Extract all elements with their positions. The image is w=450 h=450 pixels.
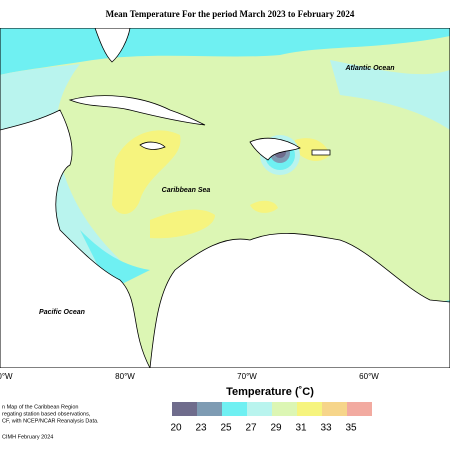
legend-swatch [347,402,372,416]
longitude-label: 70°W [237,372,257,381]
legend-swatch [272,402,297,416]
legend-swatch [247,402,272,416]
cool-band [330,60,450,130]
footer-text: CF, with NCEP/NCAR Reanalysis Data. [2,418,99,424]
title: Mean Temperature For the period March 20… [106,9,355,19]
warm-patch [112,130,181,215]
warm-band [80,230,150,290]
legend-swatch [297,402,322,416]
legend-swatch [172,402,197,416]
legend-label: 25 [220,423,232,434]
footer-text: n Map of the Caribbean Region [2,404,78,410]
map: Atlantic Ocean Caribbean Sea Pacific Oce… [0,28,450,381]
legend-label: 20 [170,423,182,434]
legend-swatch [222,402,247,416]
warm-patch [150,209,215,239]
legend-label: 27 [245,423,257,434]
longitude-label: 60°W [359,372,379,381]
longitude-label: 80°W [115,372,135,381]
legend-label: 35 [345,423,357,434]
puerto-rico [311,149,331,156]
legend-title: Temperature (˚C) [226,386,314,398]
legend-label: 33 [320,423,332,434]
florida [94,28,131,63]
legend-label: 29 [270,423,282,434]
central-america [0,109,151,368]
legend-swatch [197,402,222,416]
ocean-label: Atlantic Ocean [344,65,394,72]
legend-swatch [322,402,347,416]
hispaniola [249,137,301,161]
legend-label: 23 [195,423,207,434]
footer-text: regating station based observations, [2,411,91,417]
footer-text: CIMH February 2024 [2,434,53,440]
legend-label: 31 [295,423,307,434]
cuba [68,95,206,126]
warm-patch [250,200,278,213]
longitude-label: 0°W [0,372,13,381]
ocean-label: Pacific Ocean [39,309,85,316]
ocean-label: Caribbean Sea [162,187,211,194]
south-america [149,232,450,368]
legend: Temperature (˚C) 20 23 25 27 29 31 33 35 [170,386,372,434]
jamaica [139,141,166,150]
